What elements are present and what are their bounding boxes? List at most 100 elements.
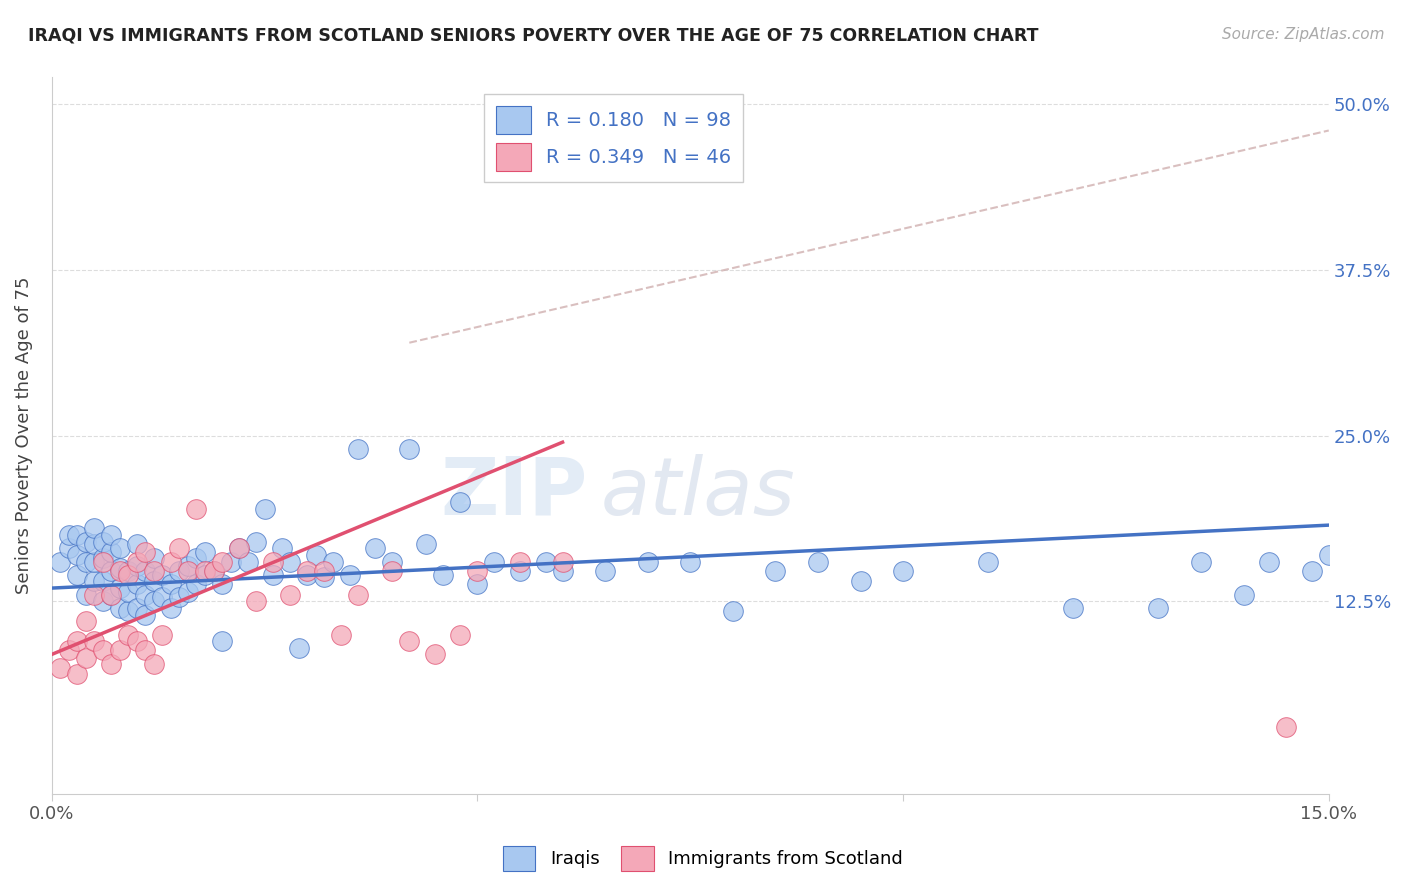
Point [160, 577, 183, 591]
Point [169, 591, 191, 605]
Point [1233, 588, 1256, 602]
Point [270, 541, 292, 556]
Point [75, 534, 97, 549]
Point [287, 640, 309, 655]
Point [330, 627, 353, 641]
Text: ZIP: ZIP [441, 454, 588, 532]
Point [347, 442, 370, 456]
Point [194, 564, 217, 578]
Point [91, 550, 114, 565]
Text: atlas: atlas [600, 454, 796, 532]
Point [763, 564, 786, 578]
Point [49, 661, 72, 675]
Point [134, 607, 156, 622]
Point [91, 594, 114, 608]
Point [177, 564, 200, 578]
Point [100, 545, 122, 559]
Point [977, 555, 1000, 569]
Point [278, 588, 301, 602]
Point [202, 564, 225, 578]
Point [721, 604, 744, 618]
Point [100, 588, 122, 602]
Point [91, 643, 114, 657]
Point [66, 548, 89, 562]
Point [211, 577, 233, 591]
Point [194, 545, 217, 559]
Point [66, 634, 89, 648]
Point [117, 627, 139, 641]
Point [125, 577, 148, 591]
Point [177, 585, 200, 599]
Point [58, 528, 80, 542]
Point [117, 585, 139, 599]
Point [245, 534, 267, 549]
Point [117, 564, 139, 578]
Point [637, 555, 659, 569]
Point [91, 555, 114, 569]
Point [186, 550, 208, 565]
Point [202, 564, 225, 578]
Y-axis label: Seniors Poverty Over the Age of 75: Seniors Poverty Over the Age of 75 [15, 277, 32, 594]
Point [125, 555, 148, 569]
Point [108, 564, 131, 578]
Point [75, 651, 97, 665]
Point [484, 555, 506, 569]
Point [125, 634, 148, 648]
Point [83, 555, 105, 569]
Point [169, 564, 191, 578]
Point [142, 550, 165, 565]
Point [534, 555, 557, 569]
Point [314, 564, 336, 578]
Point [1334, 564, 1357, 578]
Point [245, 594, 267, 608]
Text: Source: ZipAtlas.com: Source: ZipAtlas.com [1222, 27, 1385, 42]
Point [295, 564, 318, 578]
Point [66, 567, 89, 582]
Point [398, 442, 420, 456]
Point [83, 521, 105, 535]
Point [83, 574, 105, 589]
Point [142, 594, 165, 608]
Point [108, 561, 131, 575]
Point [509, 555, 531, 569]
Point [432, 567, 454, 582]
Point [160, 601, 183, 615]
Point [295, 567, 318, 582]
Point [100, 657, 122, 671]
Point [807, 555, 830, 569]
Point [551, 564, 574, 578]
Point [1317, 548, 1340, 562]
Point [1258, 555, 1281, 569]
Point [849, 574, 872, 589]
Point [1360, 555, 1382, 569]
Point [91, 534, 114, 549]
Point [125, 537, 148, 551]
Point [186, 501, 208, 516]
Point [509, 564, 531, 578]
Point [152, 627, 174, 641]
Point [75, 588, 97, 602]
Point [186, 577, 208, 591]
Point [228, 541, 250, 556]
Point [58, 643, 80, 657]
Point [347, 588, 370, 602]
Point [117, 604, 139, 618]
Point [91, 574, 114, 589]
Legend: Iraqis, Immigrants from Scotland: Iraqis, Immigrants from Scotland [496, 838, 910, 879]
Point [108, 643, 131, 657]
Point [100, 588, 122, 602]
Point [449, 495, 471, 509]
Point [49, 555, 72, 569]
Text: IRAQI VS IMMIGRANTS FROM SCOTLAND SENIORS POVERTY OVER THE AGE OF 75 CORRELATION: IRAQI VS IMMIGRANTS FROM SCOTLAND SENIOR… [28, 27, 1039, 45]
Point [262, 567, 284, 582]
Point [1147, 601, 1170, 615]
Point [305, 548, 328, 562]
Point [381, 555, 404, 569]
Point [58, 541, 80, 556]
Point [169, 541, 191, 556]
Point [108, 581, 131, 595]
Point [83, 588, 105, 602]
Point [1301, 564, 1323, 578]
Point [142, 574, 165, 589]
Point [75, 555, 97, 569]
